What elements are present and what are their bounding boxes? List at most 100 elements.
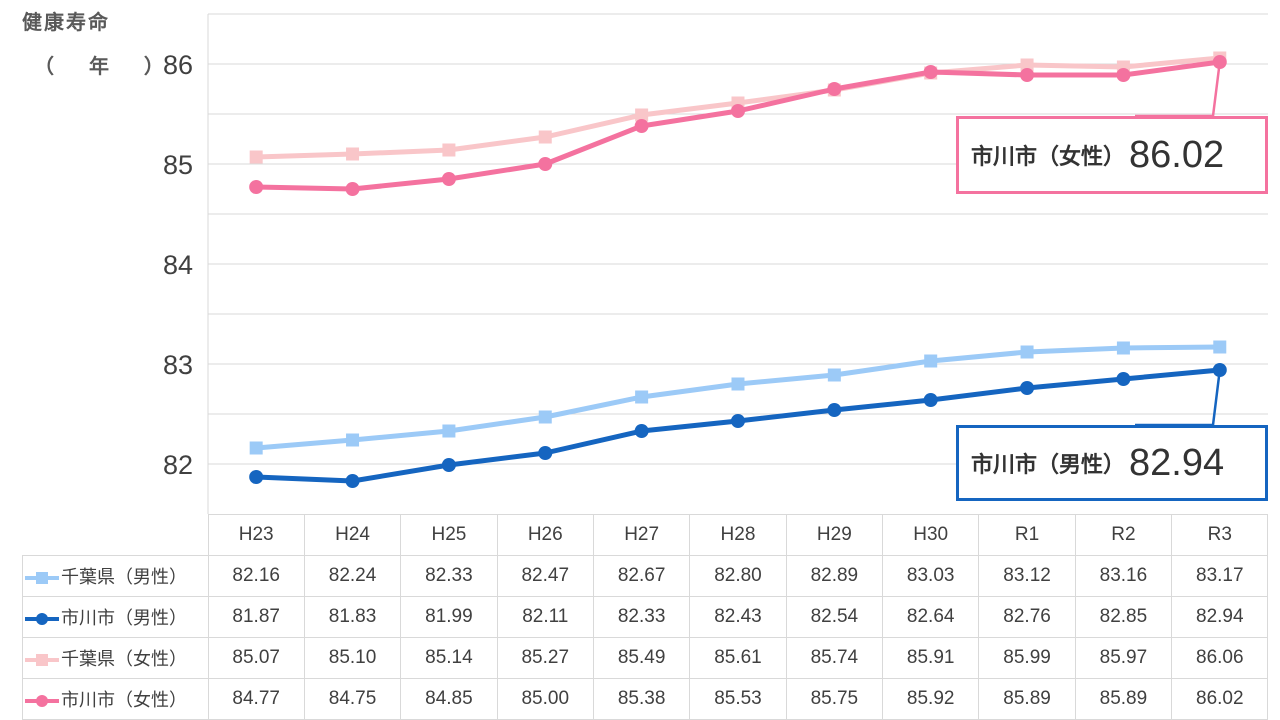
table-row: 千葉県（男性） 82.16 82.24 82.33 82.47 82.67 82.80 82.… — [22, 555, 1269, 597]
table-cell: 82.43 — [689, 596, 787, 638]
x-tick-label: H26 — [496, 514, 594, 556]
table-cell: 85.89 — [1074, 678, 1173, 720]
data-point — [345, 474, 360, 488]
table-cell: 85.38 — [592, 678, 691, 720]
data-point — [635, 108, 649, 122]
legend-label: 千葉県（女性） — [61, 649, 187, 670]
data-point — [730, 414, 745, 428]
table-cell: 85.91 — [882, 637, 980, 679]
table-cell: 82.11 — [496, 596, 594, 638]
table-cell: 81.83 — [303, 596, 402, 638]
x-tick-label: H25 — [400, 514, 498, 556]
y-tick-label: 83 — [163, 350, 193, 380]
legend-marker — [25, 571, 59, 585]
table-cell: 82.33 — [400, 555, 498, 597]
table-cell: 83.03 — [882, 555, 980, 597]
data-point — [634, 119, 649, 133]
x-tick-label: R3 — [1171, 514, 1269, 556]
table-cell: 85.61 — [689, 637, 787, 679]
table-row: 市川市（男性） 81.87 81.83 81.99 82.11 82.33 82.43 82.… — [22, 596, 1269, 638]
data-point — [827, 82, 842, 96]
data-point — [538, 157, 553, 171]
legend-label: 市川市（女性） — [61, 690, 187, 711]
data-point — [249, 150, 263, 164]
x-tick-label: R2 — [1074, 514, 1173, 556]
table-cell: 85.74 — [785, 637, 884, 679]
callout-male-value: 82.94 — [1129, 441, 1225, 484]
table-cell: 85.89 — [978, 678, 1076, 720]
table-cell: 82.33 — [592, 596, 691, 638]
callout-female-label: 市川市（女性） — [971, 145, 1126, 170]
legend-marker — [25, 612, 59, 626]
data-point — [634, 424, 649, 438]
table-cell: 86.06 — [1171, 637, 1269, 679]
legend-label: 市川市（男性） — [61, 608, 187, 629]
callout-female: 市川市（女性） 86.02 — [956, 116, 1268, 194]
table-cell: 82.54 — [785, 596, 884, 638]
x-tick-label: H28 — [689, 514, 787, 556]
table-cell: 83.17 — [1171, 555, 1269, 597]
legend-label: 千葉県（男性） — [61, 567, 187, 588]
data-point — [442, 424, 456, 438]
legend-entry: 市川市（女性） — [22, 678, 209, 720]
table-cell: 85.49 — [592, 637, 691, 679]
x-tick-label: R1 — [978, 514, 1076, 556]
data-point — [1020, 345, 1034, 359]
table-cell: 83.16 — [1074, 555, 1173, 597]
table-cell: 85.07 — [207, 637, 305, 679]
table-cell: 82.85 — [1074, 596, 1173, 638]
table-header-row: H23 H24 H25 H26 H27 H28 H29 H30 R1 R2 R3 — [22, 514, 1269, 556]
legend-entry: 千葉県（女性） — [22, 637, 209, 679]
table-cell: 84.85 — [400, 678, 498, 720]
data-point — [923, 65, 938, 79]
data-point — [923, 393, 938, 407]
y-tick-label: 84 — [163, 250, 193, 280]
table-cell: 82.64 — [882, 596, 980, 638]
data-point — [1116, 68, 1131, 82]
legend-entry: 市川市（男性） — [22, 596, 209, 638]
table-cell: 85.92 — [882, 678, 980, 720]
data-point — [1020, 58, 1034, 72]
legend-marker — [25, 694, 59, 708]
x-tick-label: H23 — [207, 514, 305, 556]
table-cell: 82.47 — [496, 555, 594, 597]
data-point — [924, 354, 938, 368]
table-row: 市川市（女性） 84.77 84.75 84.85 85.00 85.38 85.53 85.… — [22, 678, 1269, 720]
y-axis-unit: （ 年 ） — [34, 54, 178, 78]
table-cell: 81.99 — [400, 596, 498, 638]
table-row: 千葉県（女性） 85.07 85.10 85.14 85.27 85.49 85.61 85.… — [22, 637, 1269, 679]
table-cell: 82.89 — [785, 555, 884, 597]
data-point — [827, 403, 842, 417]
data-point — [1020, 68, 1035, 82]
data-point — [249, 470, 264, 484]
table-cell: 85.10 — [303, 637, 402, 679]
table-cell: 84.77 — [207, 678, 305, 720]
table-cell: 85.99 — [978, 637, 1076, 679]
data-point — [538, 446, 553, 460]
legend-marker — [25, 653, 59, 667]
table-cell: 84.75 — [303, 678, 402, 720]
table-cell: 85.00 — [496, 678, 594, 720]
table-cell: 85.27 — [496, 637, 594, 679]
table-corner — [22, 514, 209, 556]
data-point — [635, 390, 649, 404]
data-point — [730, 104, 745, 118]
table-cell: 85.75 — [785, 678, 884, 720]
callout-male: 市川市（男性） 82.94 — [956, 425, 1268, 501]
x-tick-label: H27 — [592, 514, 691, 556]
data-point — [249, 180, 264, 194]
table-cell: 81.87 — [207, 596, 305, 638]
data-point — [249, 441, 263, 455]
table-cell: 82.67 — [592, 555, 691, 597]
data-point — [1116, 372, 1131, 386]
data-point — [1020, 381, 1035, 395]
data-point — [538, 410, 552, 424]
x-tick-label: H29 — [785, 514, 884, 556]
data-point — [346, 433, 360, 447]
callout-female-value: 86.02 — [1129, 133, 1225, 176]
y-tick-label: 82 — [163, 450, 193, 480]
table-cell: 86.02 — [1171, 678, 1269, 720]
table-cell: 83.12 — [978, 555, 1076, 597]
data-point — [442, 143, 456, 157]
